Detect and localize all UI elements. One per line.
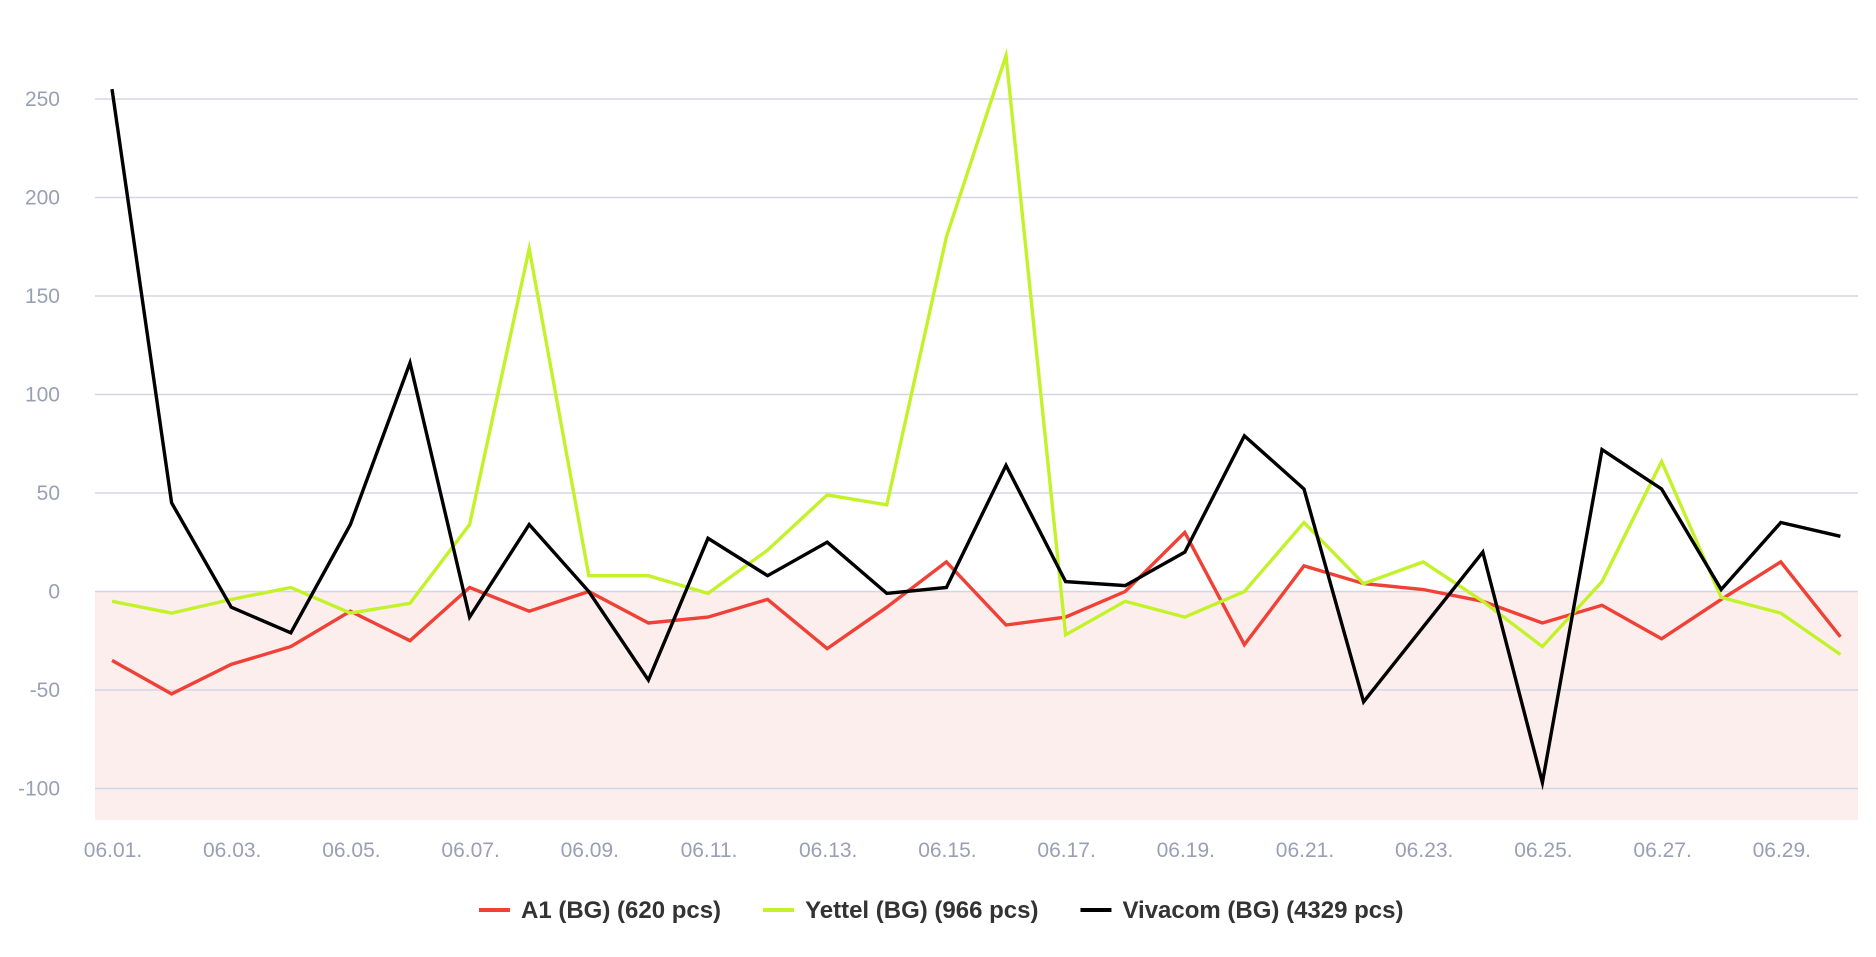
negative-region-background xyxy=(95,591,1858,820)
y-tick-label: 0 xyxy=(48,580,60,603)
y-tick-label: 150 xyxy=(25,285,60,308)
x-tick-label: 06.29. xyxy=(1753,839,1811,862)
x-tick-label: 06.23. xyxy=(1395,839,1453,862)
x-tick-label: 06.21. xyxy=(1276,839,1334,862)
legend-item-1[interactable]: Yettel (BG) (966 pcs) xyxy=(763,897,1038,924)
legend-item-2[interactable]: Vivacom (BG) (4329 pcs) xyxy=(1080,897,1403,924)
x-axis-ticks: 06.01. 06.03. 06.05. 06.07. 06.09. 06.11. 06.1… xyxy=(84,839,1811,862)
series-line-2 xyxy=(110,88,1841,791)
legend-label: A1 (BG) (620 pcs) xyxy=(521,897,721,924)
x-tick-label: 06.27. xyxy=(1633,839,1691,862)
y-tick-label: 250 xyxy=(25,88,60,111)
y-tick-label: 200 xyxy=(25,186,60,209)
y-axis-ticks: 250 200 150 100 50 0 -50 -100 xyxy=(18,88,60,801)
x-tick-label: 06.09. xyxy=(561,839,619,862)
x-tick-label: 06.01. xyxy=(84,839,142,862)
legend-item-0[interactable]: A1 (BG) (620 pcs) xyxy=(479,897,721,924)
x-tick-label: 06.17. xyxy=(1037,839,1095,862)
x-tick-label: 06.19. xyxy=(1157,839,1215,862)
x-tick-label: 06.13. xyxy=(799,839,857,862)
x-tick-label: 06.25. xyxy=(1514,839,1572,862)
y-tick-label: 100 xyxy=(25,383,60,406)
y-tick-label: -50 xyxy=(30,679,60,702)
series-line-1 xyxy=(111,47,1842,656)
series-line-0 xyxy=(111,529,1842,696)
x-tick-label: 06.05. xyxy=(322,839,380,862)
x-tick-label: 06.15. xyxy=(918,839,976,862)
series-lines xyxy=(110,47,1842,791)
y-tick-label: 50 xyxy=(37,482,60,505)
y-tick-label: -100 xyxy=(18,777,60,800)
legend-label: Vivacom (BG) (4329 pcs) xyxy=(1122,897,1403,924)
x-tick-label: 06.03. xyxy=(203,839,261,862)
legend-label: Yettel (BG) (966 pcs) xyxy=(805,897,1038,924)
x-tick-label: 06.07. xyxy=(441,839,499,862)
x-tick-label: 06.11. xyxy=(681,839,738,862)
legend: A1 (BG) (620 pcs) Yettel (BG) (966 pcs) Vi… xyxy=(479,897,1403,924)
